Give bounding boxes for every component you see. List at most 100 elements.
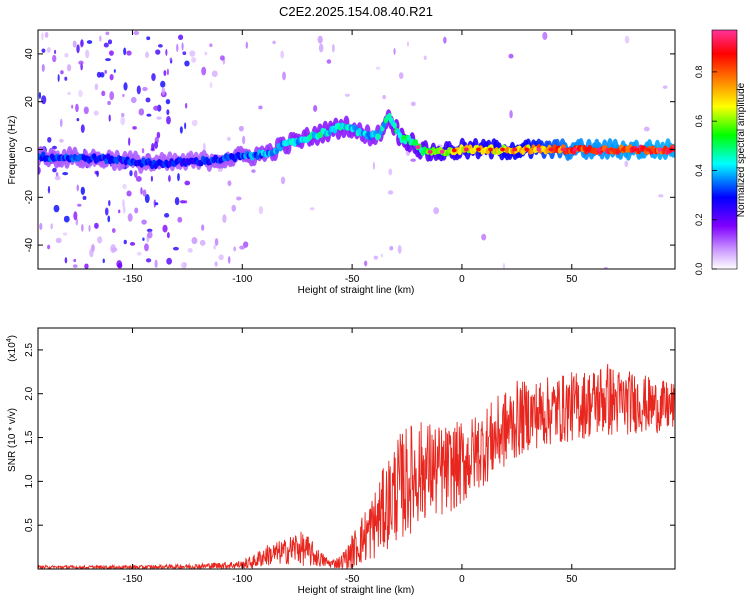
spectrogram-speckle (204, 51, 208, 56)
x-tick-label: 50 (566, 274, 578, 285)
spectrogram-speckle (372, 161, 375, 170)
spectrogram-speckle (146, 228, 153, 233)
spectrogram-speckle (172, 246, 179, 251)
spectrogram-peak (488, 147, 493, 152)
spectrogram-speckle (133, 30, 140, 36)
spectrogram-speckle (94, 83, 99, 91)
y-tick-label: 1.5 (24, 430, 35, 444)
spectrogram-speckle (165, 48, 168, 56)
spectrogram-speckle (317, 35, 323, 44)
spectrogram-speckle (502, 262, 506, 269)
y-tick-label: 1.0 (24, 474, 35, 488)
spectrogram-speckle (129, 170, 133, 177)
spectrogram-peak (463, 147, 469, 152)
spectrogram-speckle (39, 222, 43, 231)
spectrogram-speckle (258, 206, 264, 215)
spectrogram-speckle (258, 105, 263, 110)
spectrogram-speckle (154, 259, 158, 268)
spectrogram-speckle (184, 122, 187, 130)
spectrogram-speckle (52, 145, 57, 150)
colorbar-gradient (712, 30, 737, 269)
spectrogram-speckle (199, 239, 206, 246)
spectrogram-peak (645, 147, 650, 152)
spectrogram-speckle (128, 137, 131, 146)
spectrogram-speckle (201, 224, 205, 231)
spectrogram-speckle (64, 52, 69, 58)
spectrogram-speckle (73, 258, 77, 263)
spectrogram-peak (536, 147, 542, 152)
spectrogram-speckle (72, 264, 78, 268)
spectrogram-speckle (108, 200, 111, 207)
spectrogram-speckle (282, 71, 286, 81)
spectrogram-speckle (481, 233, 487, 241)
spectrogram-speckle (118, 209, 121, 214)
spectrogram-speckle (53, 204, 60, 213)
spectrogram-speckle (233, 246, 237, 252)
spectrogram-speckle (603, 266, 608, 269)
spectrogram-speckle (157, 44, 163, 48)
spectrogram-speckle (373, 255, 379, 260)
spectrogram-speckle (77, 203, 82, 207)
spectrogram-speckle (130, 96, 137, 104)
spectrogram-speckle (83, 106, 89, 115)
x-tick-label: -50 (345, 574, 360, 585)
y-tick-label: 2.0 (24, 386, 35, 400)
spectrogram-speckle (129, 241, 136, 246)
spectrogram-speckle (181, 42, 184, 51)
x-tick-label: 50 (566, 574, 578, 585)
spectrogram-speckle (238, 125, 244, 132)
snr-scale-label: (x104) (6, 335, 18, 362)
x-tick-label: -100 (232, 274, 252, 285)
spectrogram-peak (439, 149, 445, 154)
spectrogram-speckle (52, 167, 57, 173)
spectrogram-speckle (146, 113, 152, 117)
spectrogram-speckle (239, 245, 245, 250)
spectrogram-peak (620, 147, 626, 152)
spectrogram-speckle (105, 207, 109, 216)
spectrogram-speckle (80, 39, 84, 47)
x-tick-label: -150 (122, 274, 142, 285)
y-tick-label: 40 (24, 48, 35, 60)
spectrogram-speckle (227, 180, 232, 187)
spectrogram-speckle (145, 51, 149, 59)
spectrogram-speckle (126, 190, 132, 197)
spectrogram-speckle (41, 48, 46, 53)
spectrogram-speckle (166, 257, 173, 265)
y-tick-label: 0.5 (24, 518, 35, 532)
spectrogram-speckle (227, 256, 231, 264)
spectrogram-speckle (147, 231, 153, 239)
snr-x-ticks: -150 -100 -50 0 50 (122, 328, 578, 585)
spectrogram-speckle (126, 50, 132, 56)
spectrogram-peak (608, 147, 614, 152)
spectrogram-speckle (82, 195, 87, 201)
snr-scale-prefix: (x10 (7, 342, 18, 362)
spectrogram-speckle (388, 168, 393, 176)
spectrogram-speckle (60, 70, 64, 75)
spectrogram-speckle (184, 102, 188, 109)
spectrogram-peak (476, 147, 481, 152)
spectrogram-speckle (75, 103, 79, 113)
spectrogram-speckle (47, 136, 52, 143)
spectrogram-speckle (155, 49, 161, 55)
spectrogram-speckle (146, 36, 151, 41)
svg-text:(x104): (x104) (6, 335, 18, 362)
spectrogram-speckle (109, 50, 114, 56)
spectrogram-speckle (105, 31, 110, 36)
spectrogram-speckle (38, 166, 41, 175)
colorbar-label: Normalized spectral amplitude (736, 82, 747, 217)
spectrogram-speckle (272, 40, 276, 45)
spectrogram-speckle (81, 223, 84, 232)
spectrogram-speckle (142, 237, 145, 241)
spectrogram-speckle (331, 43, 335, 53)
spectrogram-speckle (80, 124, 85, 133)
spectrogram-speckle (398, 72, 404, 79)
spectrogram-speckle (380, 253, 384, 258)
snr-scale-exponent: 4 (6, 338, 13, 342)
spectrogram-speckle (180, 261, 187, 269)
spectrogram-speckle (59, 118, 63, 128)
spectrogram-speckle (187, 248, 193, 253)
spectrogram-speckle (153, 141, 159, 149)
spectrogram-speckle (41, 32, 44, 41)
spectrogram-speckle (93, 110, 99, 116)
spectrogram-speckle (133, 170, 138, 178)
